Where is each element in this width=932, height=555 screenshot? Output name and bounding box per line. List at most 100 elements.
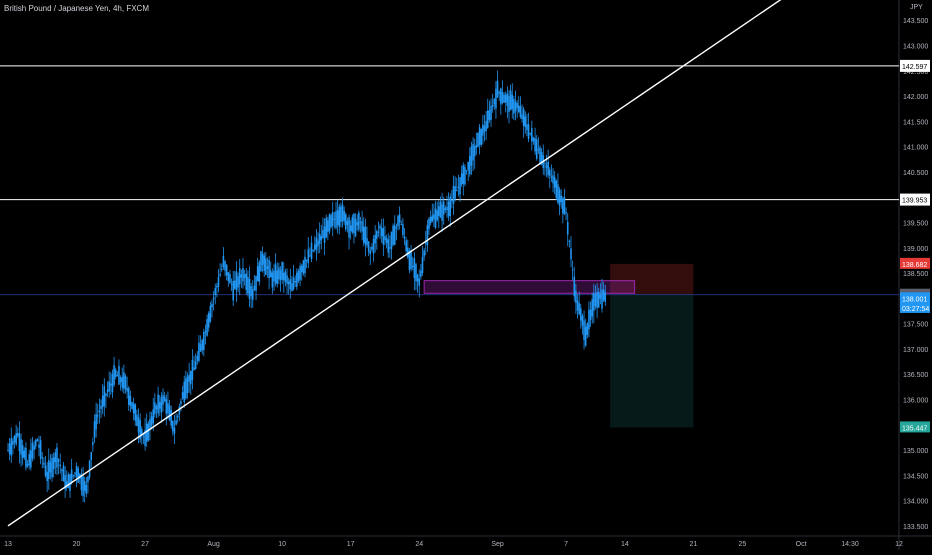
candle-body — [271, 272, 274, 288]
candle-body — [284, 271, 287, 283]
candle-body — [366, 238, 368, 246]
candle-body — [279, 270, 282, 281]
candle-body — [604, 292, 607, 302]
candle-body — [49, 462, 52, 473]
candle-body — [67, 474, 70, 488]
candle-body — [220, 268, 223, 270]
candle-body — [313, 244, 316, 250]
candle-body — [51, 457, 53, 478]
candle-body — [255, 275, 257, 291]
x-tick-label: 27 — [141, 541, 149, 548]
y-tick-label: 142.500 — [903, 69, 928, 76]
candle-body — [30, 450, 32, 468]
candle-body — [106, 389, 109, 392]
candle-body — [320, 236, 323, 241]
candle-body — [367, 241, 370, 252]
candle-body — [77, 468, 79, 483]
candle-body — [599, 294, 602, 299]
candle-body — [291, 283, 293, 292]
candle-body — [88, 460, 91, 478]
candle-body — [189, 370, 192, 385]
candle-body — [469, 155, 471, 175]
candle-body — [454, 186, 456, 199]
candle-body — [410, 250, 412, 270]
candle-body — [335, 211, 337, 228]
candle-body — [532, 137, 535, 142]
candle-body — [421, 256, 424, 274]
candle-body — [232, 280, 234, 301]
candle-body — [131, 401, 133, 409]
candle-body — [562, 198, 564, 214]
candle-body — [356, 222, 359, 226]
candle-body — [15, 433, 17, 445]
candle-body — [508, 95, 510, 112]
candle-body — [211, 303, 213, 308]
candle-body — [555, 180, 558, 198]
y-tick-label: 136.000 — [903, 397, 928, 404]
candle-body — [594, 293, 597, 307]
candle-body — [116, 375, 119, 377]
candle-body — [317, 240, 319, 247]
candle-body — [393, 225, 396, 245]
candle-body — [349, 225, 352, 232]
candle-body — [119, 377, 122, 383]
candle-body — [519, 106, 522, 118]
candle-body — [537, 149, 540, 151]
candle-body — [206, 319, 208, 336]
candle-body — [325, 217, 328, 238]
candle-body — [371, 246, 373, 250]
candle-body — [155, 405, 158, 410]
candle-body — [431, 215, 434, 222]
y-tick-label: 136.500 — [903, 372, 928, 379]
candle-body — [162, 395, 164, 405]
candle-body — [444, 208, 447, 211]
candle-body — [439, 201, 442, 218]
candle-body — [477, 132, 479, 147]
candle-body — [282, 272, 285, 281]
candle-body — [467, 161, 469, 170]
candle-body — [539, 147, 541, 164]
candle-body — [150, 416, 153, 426]
candle-body — [145, 423, 148, 442]
candle-body — [457, 186, 460, 189]
candle-body — [87, 476, 89, 483]
candle-body — [80, 474, 83, 491]
candle-body — [265, 258, 267, 275]
candle-body — [139, 420, 141, 440]
candle-body — [602, 289, 605, 301]
x-tick-label: 21 — [689, 541, 697, 548]
candle-body — [364, 226, 367, 245]
candle-body — [300, 265, 303, 273]
candle-body — [550, 176, 553, 178]
candle-body — [309, 255, 311, 257]
candle-body — [85, 485, 88, 494]
candle-body — [573, 276, 576, 297]
candle-body — [395, 227, 398, 229]
candle-body — [534, 138, 536, 152]
candle-body — [387, 239, 390, 253]
candle-body — [521, 114, 523, 120]
candle-body — [46, 471, 48, 482]
candle-body — [596, 291, 598, 308]
candle-body — [490, 105, 492, 121]
candle-body — [384, 236, 386, 241]
candle-body — [304, 256, 306, 274]
candle-body — [382, 228, 385, 245]
candle-body — [234, 280, 236, 289]
x-tick-label: 25 — [738, 541, 746, 548]
candle-body — [181, 392, 184, 399]
candle-body — [274, 264, 277, 284]
candle-body — [372, 238, 375, 254]
candle-body — [54, 452, 57, 463]
candle-body — [247, 276, 249, 294]
candle-body — [173, 427, 176, 434]
candle-body — [513, 99, 515, 114]
candle-body — [576, 300, 579, 311]
candle-body — [165, 399, 168, 414]
candle-body — [385, 237, 388, 243]
candle-body — [418, 278, 421, 286]
y-tick-label: 134.000 — [903, 499, 928, 506]
supply-zone — [423, 280, 636, 294]
